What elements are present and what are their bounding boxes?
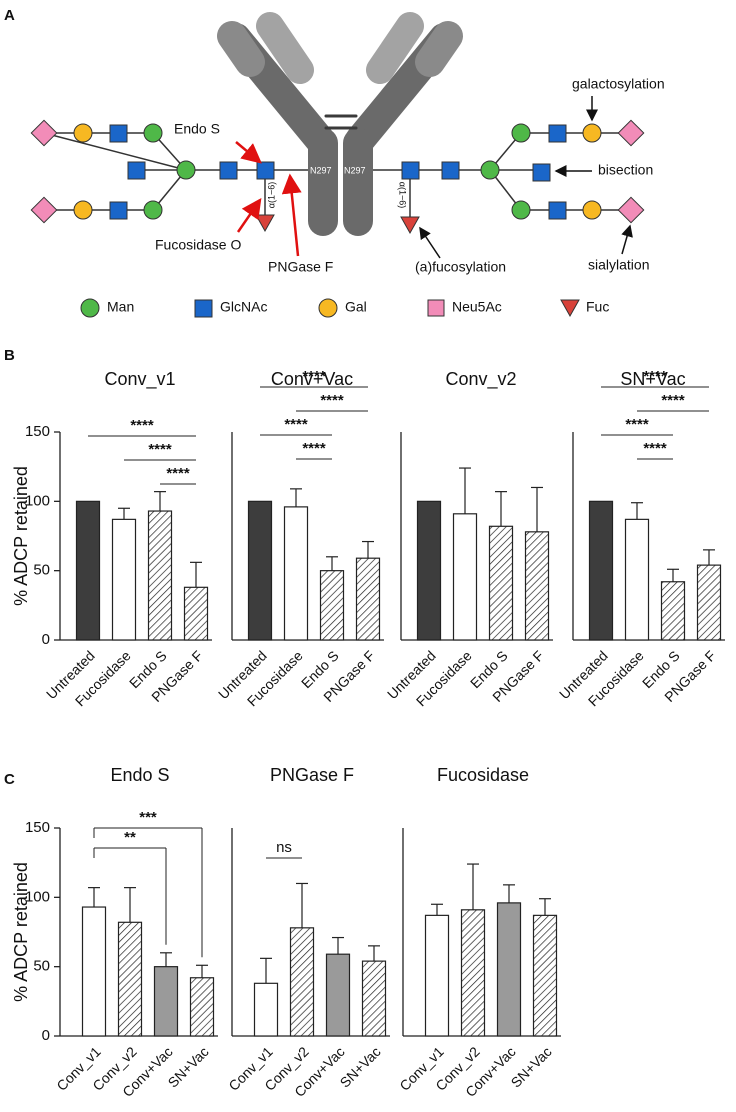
chart-title: Conv_v1 — [104, 369, 175, 390]
significance-label: *** — [139, 809, 157, 826]
x-tick-label: SN+Vac — [337, 1043, 384, 1090]
x-tick-label: SN+Vac — [508, 1043, 555, 1090]
legend-label: Gal — [345, 299, 367, 315]
bar — [588, 500, 614, 641]
site-label: N297 — [344, 165, 366, 175]
bar — [624, 518, 650, 641]
bar — [496, 902, 522, 1037]
bar — [524, 531, 550, 641]
significance-label: **** — [643, 440, 667, 457]
arrows — [235, 96, 633, 259]
y-tick-label: 0 — [42, 1027, 50, 1044]
y-axis-label: % ADCP retained — [11, 862, 31, 1002]
bar — [319, 570, 345, 641]
bar — [424, 914, 450, 1037]
legend-label: Fuc — [586, 299, 609, 315]
significance-label: **** — [302, 440, 326, 457]
panel-label: A — [4, 7, 15, 24]
bar — [153, 966, 179, 1037]
significance-label: **** — [166, 465, 190, 482]
y-tick-label: 0 — [42, 631, 50, 648]
significance-label: **** — [148, 441, 172, 458]
significance-label: **** — [302, 368, 326, 385]
panel-label: C — [4, 771, 15, 788]
bar — [117, 921, 143, 1037]
chart-title: PNGase F — [270, 765, 354, 785]
chart-title: Endo S — [110, 765, 169, 785]
feature-label: bisection — [598, 162, 653, 178]
enzyme-label: PNGase F — [268, 259, 333, 275]
y-axis-label: % ADCP retained — [11, 466, 31, 606]
legend-label: GlcNAc — [220, 299, 267, 315]
significance-label: **** — [284, 416, 308, 433]
bar — [75, 500, 101, 641]
feature-label: galactosylation — [572, 76, 665, 92]
significance-label: **** — [130, 417, 154, 434]
bar — [147, 510, 173, 641]
glycan-residues — [30, 119, 645, 235]
bar — [696, 564, 722, 641]
linkage-label: α(1−6) — [398, 182, 408, 208]
bar — [660, 581, 686, 641]
significance-label: **** — [320, 392, 344, 409]
significance-label: ** — [124, 829, 136, 846]
chart-title: Conv+Vac — [271, 369, 353, 389]
bar — [289, 927, 315, 1037]
bar — [283, 506, 309, 641]
bar — [247, 500, 273, 641]
x-tick-label: SN+Vac — [165, 1043, 212, 1090]
legend-label: Neu5Ac — [452, 299, 502, 315]
chart-title: SN+Vac — [620, 369, 685, 389]
bar — [189, 977, 215, 1037]
glycan-legend — [80, 298, 580, 318]
y-tick-label: 50 — [33, 958, 50, 975]
enzyme-label: Endo S — [174, 121, 220, 137]
bar — [111, 518, 137, 641]
bar — [452, 513, 478, 641]
chart-title: Conv_v2 — [445, 369, 516, 390]
linkage-label: α(1−6) — [266, 182, 276, 208]
bar — [355, 557, 381, 641]
antibody — [217, 12, 463, 236]
panel-label: B — [4, 347, 15, 364]
bar — [253, 982, 279, 1037]
bar — [81, 906, 107, 1037]
y-tick-label: 100 — [25, 492, 50, 509]
bar — [532, 914, 558, 1037]
y-tick-label: 50 — [33, 562, 50, 579]
feature-label: sialylation — [588, 257, 649, 273]
bar — [361, 960, 387, 1037]
significance-label: **** — [661, 392, 685, 409]
y-tick-label: 100 — [25, 888, 50, 905]
chart-title: Fucosidase — [437, 765, 529, 785]
enzyme-label: Fucosidase O — [155, 237, 241, 253]
y-tick-label: 150 — [25, 423, 50, 440]
legend-label: Man — [107, 299, 134, 315]
significance-label: **** — [625, 416, 649, 433]
significance-label: ns — [276, 839, 292, 856]
y-tick-label: 150 — [25, 819, 50, 836]
bar — [460, 909, 486, 1037]
bar — [183, 586, 209, 641]
bar — [488, 525, 514, 641]
site-label: N297 — [310, 165, 332, 175]
bar — [416, 500, 442, 641]
feature-label: (a)fucosylation — [415, 259, 506, 275]
significance-label: **** — [643, 368, 667, 385]
bar — [325, 953, 351, 1037]
